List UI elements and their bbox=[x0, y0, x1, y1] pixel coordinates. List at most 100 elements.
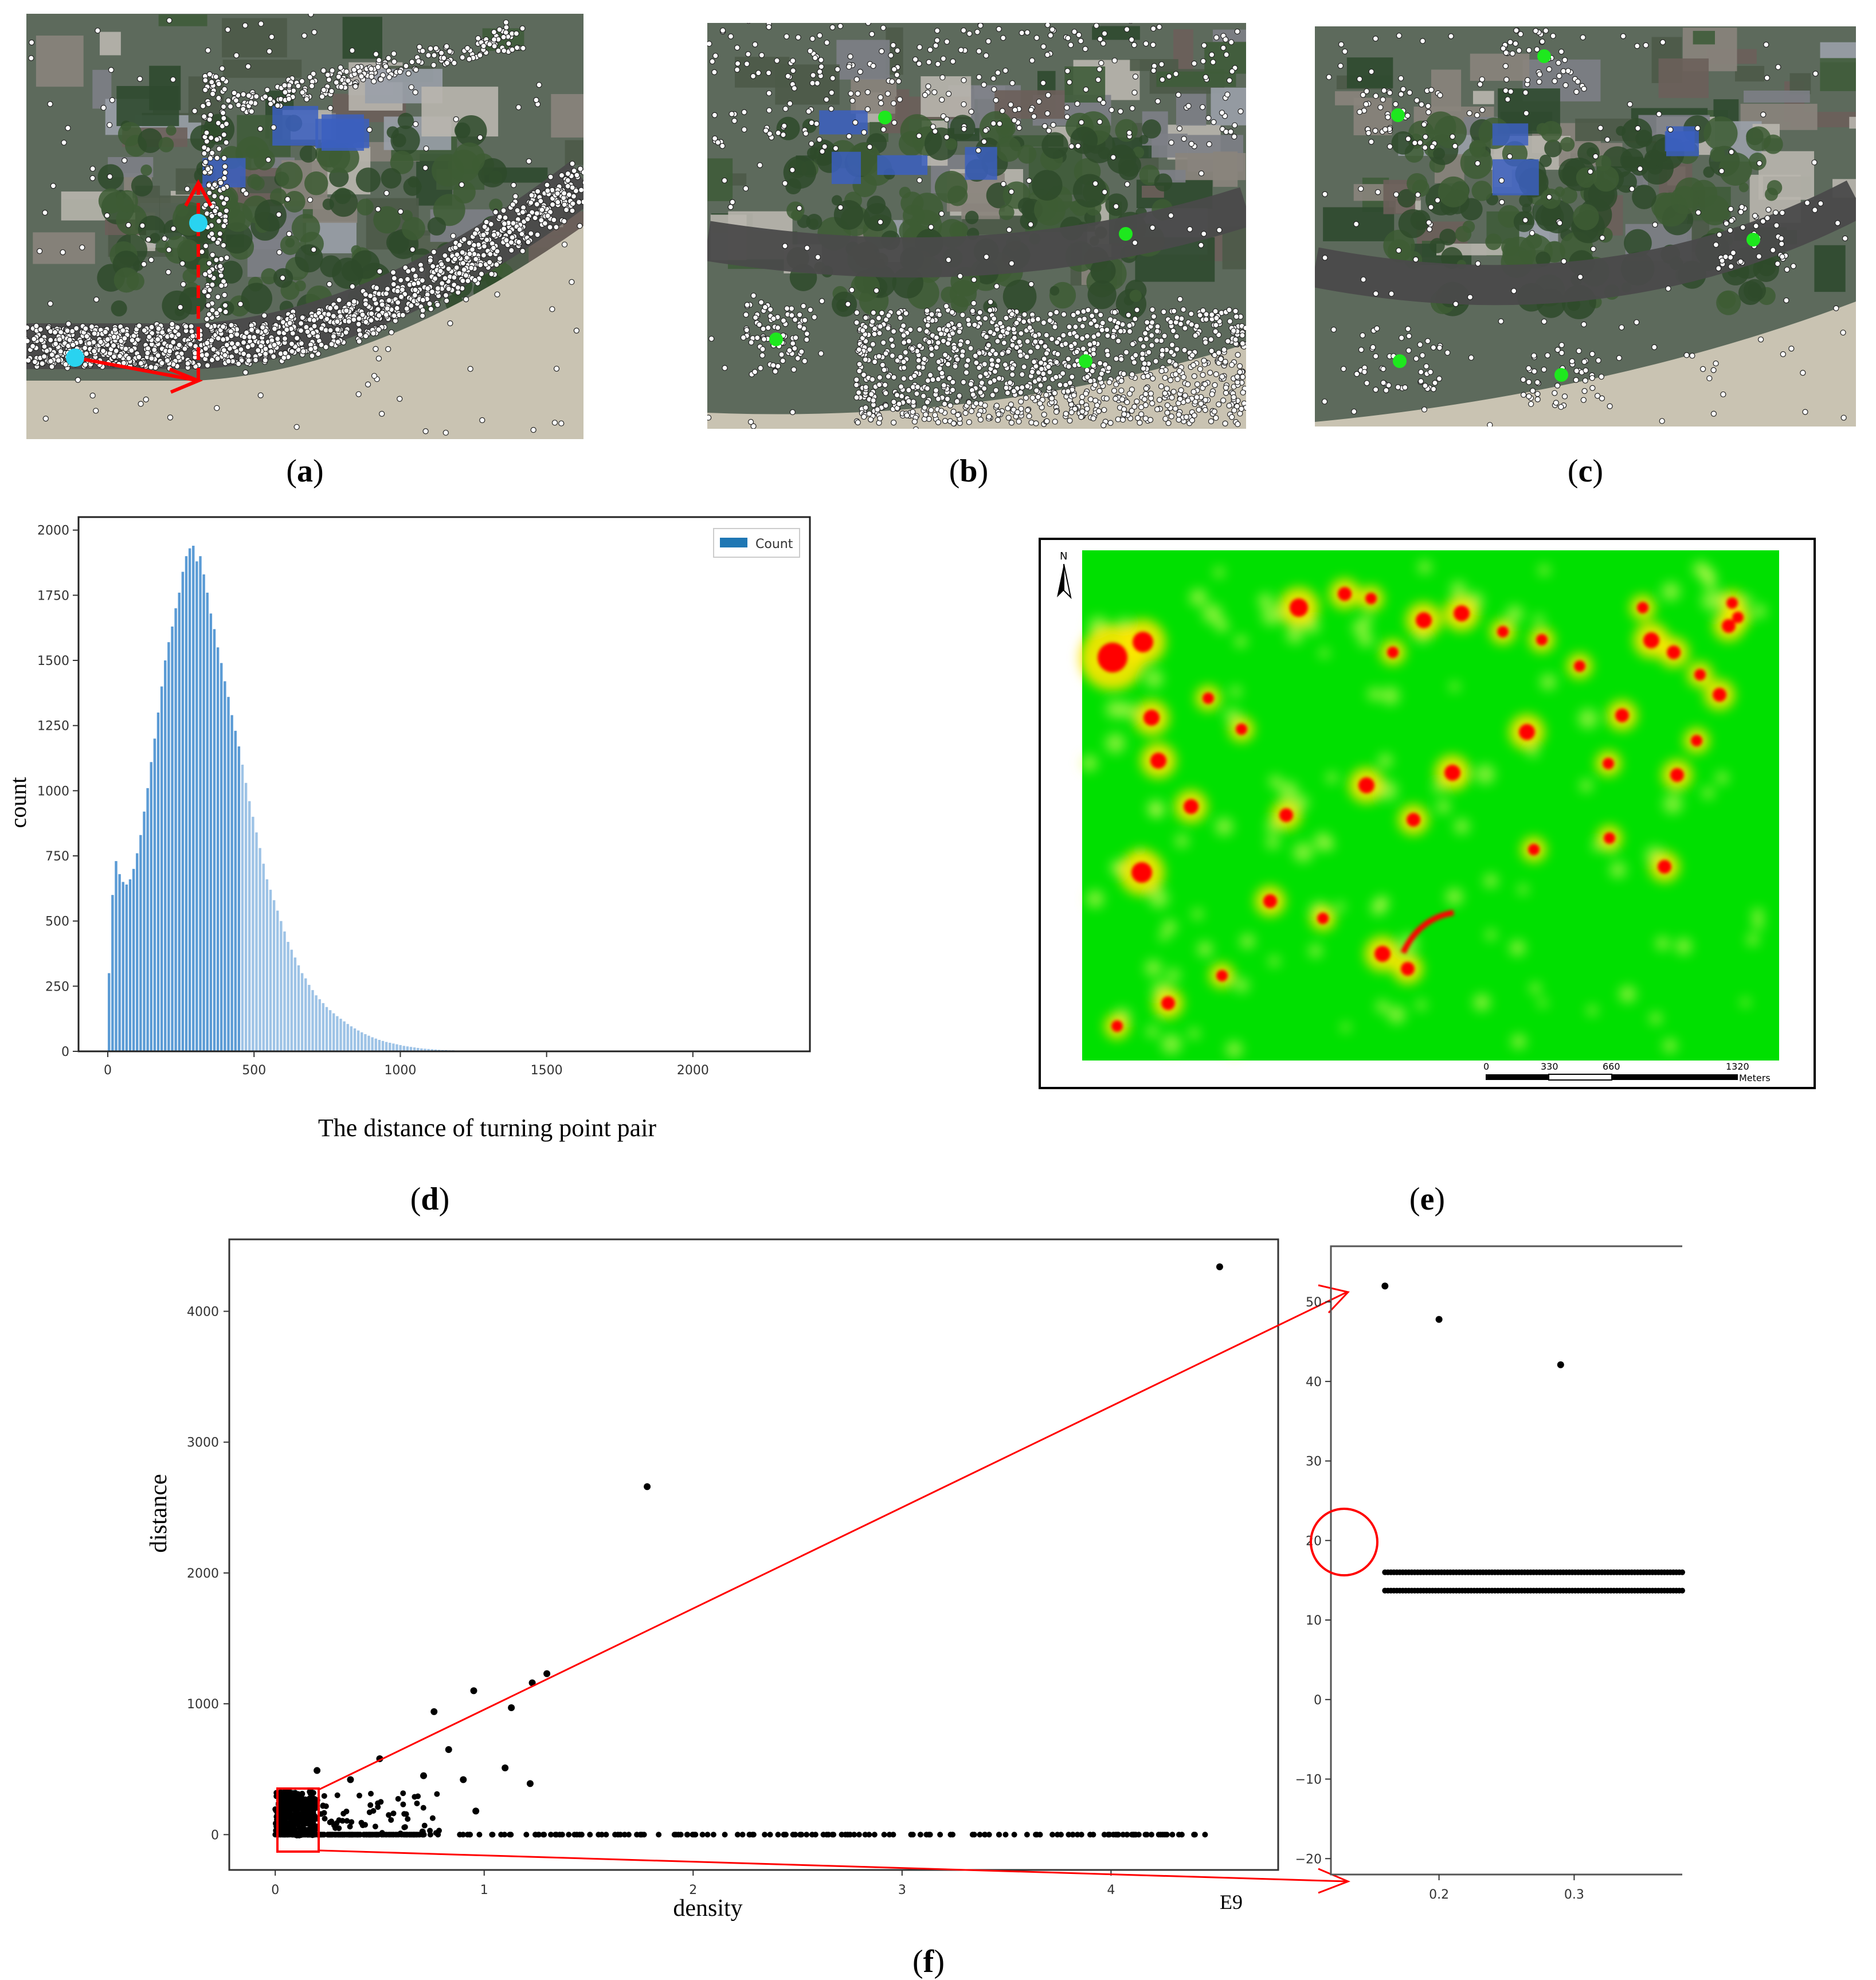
data-point bbox=[467, 1832, 473, 1837]
data-point bbox=[502, 1832, 507, 1837]
legend-patch bbox=[720, 538, 747, 547]
caption-f: (f) bbox=[900, 1943, 957, 1980]
histogram-bar bbox=[297, 965, 300, 1051]
histogram-bar bbox=[217, 647, 219, 1051]
y-tick-label: 0 bbox=[211, 1828, 219, 1842]
histogram-bar bbox=[174, 608, 177, 1051]
data-point bbox=[375, 1804, 381, 1810]
histogram-bar bbox=[150, 762, 152, 1051]
data-point bbox=[460, 1776, 467, 1783]
data-point bbox=[711, 1832, 716, 1837]
hotspot bbox=[1263, 894, 1277, 908]
histogram-bar bbox=[230, 715, 233, 1051]
data-point bbox=[1202, 1832, 1208, 1837]
data-point bbox=[722, 1832, 728, 1837]
data-point bbox=[638, 1832, 644, 1837]
data-point bbox=[543, 1670, 550, 1677]
data-point bbox=[507, 1832, 512, 1837]
data-point bbox=[357, 1832, 363, 1837]
data-point bbox=[644, 1483, 651, 1490]
hotspot bbox=[1691, 735, 1702, 746]
histogram-bar bbox=[315, 995, 317, 1051]
main-x-axis-label: density bbox=[673, 1895, 742, 1922]
data-point bbox=[287, 1826, 293, 1832]
data-point bbox=[947, 1832, 953, 1837]
y-tick-label: 1000 bbox=[187, 1697, 219, 1712]
data-point bbox=[735, 1832, 741, 1837]
data-point bbox=[427, 1828, 433, 1833]
data-point bbox=[790, 1832, 796, 1837]
data-point bbox=[344, 1832, 350, 1837]
data-point bbox=[436, 1828, 442, 1833]
histogram-bar bbox=[164, 660, 166, 1051]
histogram-bar bbox=[252, 817, 254, 1051]
histogram-bar bbox=[192, 546, 194, 1051]
data-point bbox=[809, 1832, 815, 1837]
histogram-bar bbox=[385, 1042, 387, 1051]
y-tick-label: −20 bbox=[1295, 1852, 1322, 1866]
y-tick-label: 0 bbox=[1314, 1693, 1322, 1708]
y-axis-label: count bbox=[5, 777, 31, 828]
histogram-bar bbox=[392, 1043, 394, 1051]
data-point bbox=[289, 1794, 295, 1799]
caption-e: (e) bbox=[1399, 1181, 1456, 1218]
data-point bbox=[1079, 1832, 1084, 1837]
data-point bbox=[412, 1794, 417, 1799]
histogram-bar bbox=[220, 663, 222, 1051]
data-point bbox=[430, 1815, 436, 1821]
hotspot bbox=[1407, 813, 1420, 827]
hotspot bbox=[1454, 605, 1470, 621]
data-point bbox=[322, 1793, 327, 1799]
data-point bbox=[775, 1832, 781, 1837]
histogram-bar bbox=[199, 556, 201, 1051]
cluster-center-marker bbox=[1554, 368, 1568, 382]
histogram-bar bbox=[266, 879, 268, 1051]
data-point bbox=[314, 1767, 320, 1774]
hotspot bbox=[1358, 777, 1374, 793]
histogram-bar bbox=[354, 1028, 356, 1051]
data-point bbox=[405, 1816, 410, 1822]
data-point bbox=[1058, 1832, 1064, 1837]
data-point bbox=[692, 1832, 698, 1837]
histogram-bar bbox=[195, 561, 198, 1051]
histogram-bar bbox=[361, 1032, 363, 1051]
x-tick-label: 1 bbox=[480, 1883, 488, 1897]
histogram-bar bbox=[357, 1031, 359, 1051]
hotspot bbox=[1338, 587, 1352, 601]
data-point bbox=[414, 1801, 420, 1806]
data-point bbox=[587, 1832, 593, 1837]
data-point bbox=[291, 1820, 296, 1826]
y-tick-label: 250 bbox=[45, 980, 69, 994]
data-point bbox=[1113, 1832, 1119, 1837]
hotspot bbox=[1203, 692, 1214, 704]
histogram-bar bbox=[259, 848, 261, 1051]
x-tick-label: 0 bbox=[104, 1063, 112, 1078]
data-point bbox=[740, 1832, 746, 1837]
data-point bbox=[626, 1832, 632, 1837]
cluster-center-marker bbox=[878, 111, 892, 124]
data-point bbox=[1024, 1832, 1030, 1837]
main-y-axis-label: distance bbox=[146, 1474, 172, 1553]
data-point bbox=[373, 1824, 378, 1829]
data-point bbox=[982, 1832, 988, 1837]
histogram-bar bbox=[280, 921, 282, 1051]
hotspot bbox=[1387, 647, 1399, 658]
data-point bbox=[1106, 1832, 1111, 1837]
data-point bbox=[471, 1687, 477, 1694]
data-point bbox=[617, 1832, 623, 1837]
data-point bbox=[1679, 1570, 1685, 1575]
data-point bbox=[489, 1832, 495, 1837]
x-tick-label: 4 bbox=[1107, 1883, 1115, 1897]
histogram-bar bbox=[143, 812, 145, 1051]
data-point bbox=[281, 1789, 287, 1795]
data-point bbox=[887, 1832, 892, 1837]
hotspot bbox=[1098, 643, 1127, 672]
data-point bbox=[781, 1832, 787, 1837]
data-point bbox=[532, 1832, 538, 1837]
data-point bbox=[1037, 1832, 1043, 1837]
data-point bbox=[851, 1832, 857, 1837]
histogram-bar bbox=[227, 697, 229, 1051]
data-point bbox=[347, 1776, 354, 1783]
data-point bbox=[1381, 1282, 1388, 1289]
data-point bbox=[445, 1746, 452, 1753]
